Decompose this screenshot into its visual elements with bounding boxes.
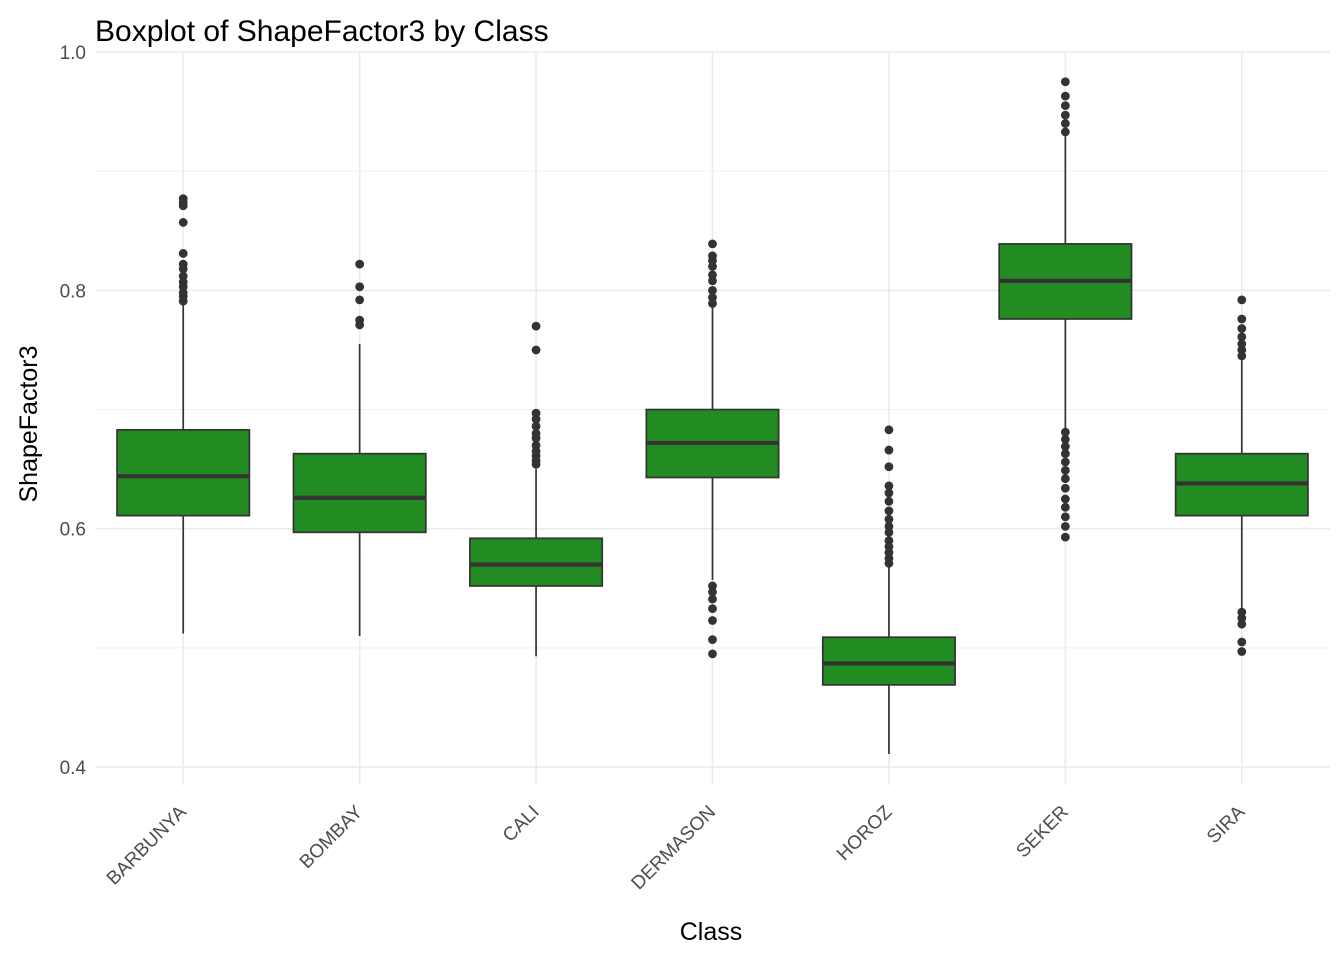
x-tick-label: BARBUNYA — [103, 801, 191, 889]
outlier-point — [1060, 91, 1070, 101]
outlier-point — [178, 249, 188, 258]
outlier-point — [884, 425, 894, 435]
outlier-point — [1237, 607, 1247, 617]
outlier-point — [1060, 474, 1070, 484]
outlier-point — [1060, 532, 1070, 542]
outlier-point — [531, 428, 541, 438]
x-tick-label: BOMBAY — [296, 801, 368, 873]
outlier-point — [1237, 637, 1247, 647]
outlier-point — [884, 445, 894, 455]
iqr-box — [292, 452, 427, 534]
x-tick-label: SEKER — [1012, 802, 1072, 862]
outlier-point — [1060, 502, 1070, 512]
outlier-point — [1060, 427, 1070, 437]
outlier-point — [1060, 465, 1070, 475]
outlier-point — [1060, 77, 1070, 87]
outlier-point — [708, 251, 717, 261]
y-tick-label: 0.8 — [60, 281, 86, 302]
outlier-point — [708, 239, 717, 249]
outlier-point — [1060, 512, 1070, 522]
outlier-point — [355, 295, 365, 305]
outlier-point — [355, 282, 365, 292]
outlier-point — [708, 594, 717, 604]
outlier-point — [355, 315, 365, 325]
outlier-point — [708, 604, 717, 614]
outlier-point — [708, 270, 717, 280]
outlier-point — [1237, 314, 1247, 324]
outlier-point — [531, 440, 541, 450]
outlier-point — [884, 481, 894, 491]
x-tick-label: SIRA — [1203, 801, 1249, 847]
outlier-point — [531, 408, 541, 418]
outlier-point — [531, 345, 541, 355]
outlier-point — [708, 635, 717, 644]
outlier-point — [1060, 127, 1070, 137]
outlier-point — [708, 285, 717, 295]
chart-title: Boxplot of ShapeFactor3 by Class — [95, 15, 549, 48]
box-cali — [469, 321, 604, 657]
outlier-point — [708, 581, 717, 591]
outlier-point — [1060, 110, 1070, 120]
outlier-point — [178, 259, 188, 269]
x-tick-label: DERMASON — [628, 802, 720, 894]
outlier-point — [884, 496, 894, 506]
outlier-point — [884, 514, 894, 524]
outlier-point — [708, 616, 717, 625]
y-tick-label: 0.6 — [60, 520, 86, 541]
iqr-box — [821, 636, 956, 686]
outlier-point — [355, 259, 365, 269]
outlier-point — [1060, 494, 1070, 504]
x-tick-label: HOROZ — [833, 801, 897, 865]
outlier-point — [531, 421, 541, 431]
outlier-point — [1060, 457, 1070, 467]
outlier-point — [1237, 324, 1247, 333]
y-tick-label: 1.0 — [60, 43, 86, 64]
iqr-box — [116, 428, 251, 517]
outlier-point — [178, 271, 188, 281]
iqr-box — [469, 537, 604, 587]
outlier-point — [1060, 442, 1070, 451]
outlier-point — [531, 321, 541, 331]
box-sira — [1174, 295, 1309, 656]
outlier-point — [884, 536, 894, 546]
outlier-point — [1237, 647, 1247, 656]
outlier-point — [178, 218, 188, 227]
box-barbunya — [116, 194, 251, 634]
box-seker — [998, 77, 1133, 542]
outlier-point — [708, 649, 717, 659]
outlier-point — [1060, 101, 1070, 111]
x-axis-title: Class — [680, 918, 743, 946]
box-dermason — [645, 239, 780, 659]
y-tick-label: 0.4 — [60, 758, 87, 779]
outlier-point — [1060, 119, 1070, 128]
x-tick-label: CALI — [499, 802, 544, 847]
outlier-point — [1237, 295, 1247, 305]
outlier-point — [1060, 449, 1070, 459]
outlier-point — [708, 293, 717, 302]
box-layer — [116, 77, 1309, 755]
outlier-point — [884, 488, 894, 498]
box-bombay — [292, 259, 427, 637]
box-horoz — [821, 425, 956, 755]
outlier-point — [884, 521, 894, 531]
outlier-point — [884, 506, 894, 516]
outlier-point — [1060, 521, 1070, 531]
outlier-point — [1237, 332, 1247, 342]
outlier-point — [1060, 483, 1070, 493]
outlier-point — [1237, 339, 1247, 349]
y-axis-title: ShapeFactor3 — [15, 345, 43, 502]
outlier-point — [1060, 434, 1070, 444]
outlier-point — [178, 194, 188, 204]
outlier-point — [884, 462, 894, 472]
